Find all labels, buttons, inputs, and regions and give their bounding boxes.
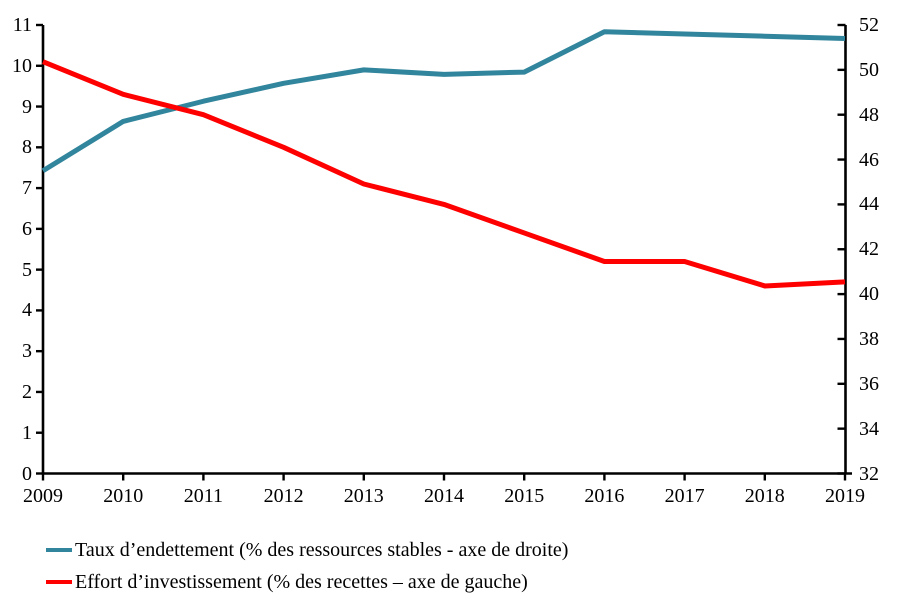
y-axis-right-tick-label: 40 (859, 283, 879, 306)
y-axis-left-tick-label: 6 (22, 217, 32, 240)
x-axis-tick-label: 2009 (23, 485, 63, 507)
legend-swatch-taux-endettement-icon (46, 548, 72, 552)
y-axis-right-tick-label: 36 (859, 372, 879, 395)
series-line-taux-endettement (41, 29, 846, 173)
y-axis-right-tick-label: 44 (859, 193, 879, 216)
y-axis-left-tick-label: 5 (22, 258, 32, 281)
legend-label-taux-endettement: Taux d’endettement (% des ressources sta… (75, 538, 569, 561)
y-axis-left-tick-label: 7 (22, 177, 32, 200)
x-axis-tick-label: 2019 (825, 485, 865, 507)
y-axis-left-tick-label: 11 (12, 14, 32, 36)
y-axis-right-tick-label: 42 (859, 238, 879, 261)
series-line-effort-investissement (42, 59, 846, 289)
x-axis-tick-label: 2016 (584, 485, 625, 507)
x-axis-tick-label: 2014 (424, 485, 464, 507)
y-axis-right-tick-label: 46 (859, 148, 879, 171)
y-axis-right-tick-label: 34 (859, 417, 879, 440)
y-axis-left-tick-label: 1 (22, 421, 32, 444)
x-axis-tick-label: 2015 (504, 485, 545, 507)
chart-legend: Taux d’endettement (% des ressources sta… (46, 537, 568, 601)
x-axis-tick-label: 2013 (343, 485, 384, 507)
x-axis-tick-label: 2011 (183, 485, 224, 507)
y-axis-right-tick-label: 32 (859, 462, 879, 485)
y-axis-left-tick-label: 10 (12, 54, 32, 77)
legend-item-effort-investissement: Effort d’investissement (% des recettes … (46, 569, 568, 595)
y-axis-left-tick-label: 2 (22, 380, 32, 403)
y-axis-left-tick-label: 3 (22, 340, 32, 363)
y-axis-left-tick-label: 8 (22, 136, 32, 159)
x-axis-tick-label: 2012 (263, 485, 304, 507)
x-axis-tick-label: 2018 (744, 485, 785, 507)
y-axis-right-tick-label: 48 (859, 103, 879, 126)
x-axis-tick-label: 2010 (103, 485, 144, 507)
legend-item-taux-endettement: Taux d’endettement (% des ressources sta… (46, 537, 568, 563)
y-axis-left-tick-label: 4 (22, 299, 32, 322)
y-axis-left-tick-label: 9 (22, 95, 32, 118)
y-axis-right-tick-label: 52 (859, 14, 879, 36)
y-axis-right-tick-label: 50 (859, 58, 879, 81)
x-axis-tick-label: 2017 (664, 485, 705, 507)
legend-label-effort-investissement: Effort d’investissement (% des recettes … (75, 570, 528, 593)
legend-swatch-effort-investissement-icon (46, 580, 72, 584)
y-axis-left-tick-label: 0 (22, 462, 32, 485)
y-axis-right-tick-label: 38 (859, 327, 879, 350)
